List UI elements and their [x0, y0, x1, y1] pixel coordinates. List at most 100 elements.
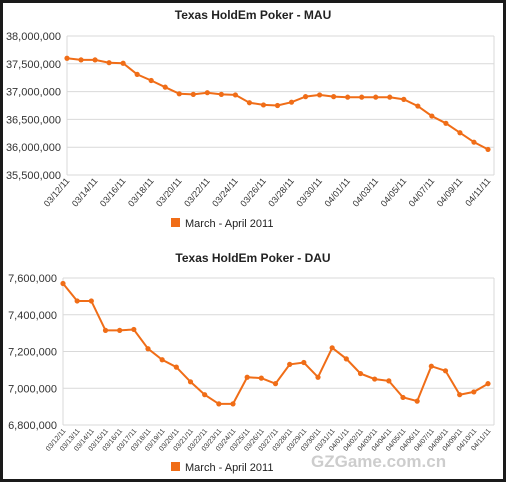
dau-data-point: [102, 327, 109, 333]
mau-x-tick-label: 03/18/11: [126, 176, 156, 209]
dau-data-point: [272, 381, 279, 387]
dau-data-point: [457, 392, 463, 398]
dau-data-point: [258, 375, 264, 381]
dau-y-tick-label: 7,600,000: [8, 273, 57, 285]
dau-data-point: [471, 389, 477, 395]
dau-data-point: [230, 401, 236, 407]
mau-x-tick-label: 03/20/11: [154, 176, 184, 209]
dau-data-point: [343, 356, 349, 362]
mau-x-tick-label: 03/26/11: [238, 176, 268, 209]
mau-x-tick-label: 04/01/11: [322, 176, 352, 209]
mau-x-tick-label: 04/07/11: [407, 176, 437, 209]
dau-y-tick-label: 7,400,000: [8, 310, 57, 322]
dau-data-point: [74, 298, 80, 304]
dau-legend-label: March - April 2011: [185, 462, 273, 474]
mau-x-tick-label: 03/24/11: [210, 176, 240, 209]
mau-data-point: [120, 60, 126, 66]
mau-data-point: [78, 57, 84, 63]
dau-data-point: [400, 394, 406, 401]
mau-y-tick-label: 36,000,000: [6, 142, 61, 154]
mau-y-tick-label: 36,500,000: [6, 114, 61, 126]
dau-data-point: [216, 401, 222, 407]
dau-y-tick-label: 6,800,000: [8, 420, 57, 432]
mau-data-point: [429, 113, 435, 119]
mau-x-tick-label: 03/14/11: [70, 176, 100, 209]
mau-legend-swatch: [171, 218, 180, 227]
dau-data-point: [244, 374, 250, 380]
dau-data-point: [315, 374, 321, 380]
mau-data-point: [204, 90, 210, 96]
mau-x-tick-label: 03/28/11: [266, 176, 296, 209]
dau-data-point: [442, 368, 449, 374]
dau-line-chart: Texas HoldEm Poker - DAU 7,600,000 7,400,…: [8, 251, 495, 474]
mau-data-point: [359, 94, 365, 100]
dau-data-point: [287, 361, 293, 367]
dau-data-point: [329, 345, 335, 351]
mau-data-point: [345, 94, 351, 100]
mau-data-point: [317, 92, 323, 98]
dau-data-point: [173, 364, 179, 370]
dau-data-point: [386, 378, 392, 384]
mau-data-point: [331, 94, 337, 100]
mau-data-point: [443, 120, 449, 126]
mau-data-point: [246, 100, 253, 106]
dau-data-point: [145, 346, 151, 352]
mau-y-tick-label: 38,000,000: [6, 31, 61, 43]
mau-data-point: [288, 99, 295, 105]
mau-data-point: [485, 146, 491, 153]
dau-y-tick-label: 7,200,000: [8, 347, 57, 359]
dau-data-point: [414, 398, 420, 404]
mau-data-point: [401, 96, 407, 102]
mau-chart-title: Texas HoldEm Poker - MAU: [175, 8, 331, 22]
mau-y-tick-label: 37,000,000: [6, 87, 61, 99]
mau-data-point: [162, 84, 168, 90]
mau-data-point: [260, 102, 267, 108]
mau-data-point: [64, 55, 70, 61]
dau-chart-title: Texas HoldEm Poker - DAU: [175, 251, 330, 265]
mau-data-point: [415, 103, 421, 109]
dau-data-point: [428, 363, 434, 369]
mau-data-point: [134, 71, 140, 77]
mau-plot-area: 38,000,000 37,500,000 37,000,000 36,500,000…: [6, 31, 495, 209]
mau-legend: March - April 2011: [171, 218, 273, 230]
dau-y-tick-label: 7,000,000: [8, 383, 57, 395]
mau-x-tick-label: 03/22/11: [182, 176, 212, 209]
dau-data-point: [88, 298, 94, 304]
mau-y-tick-label: 37,500,000: [6, 59, 61, 71]
dau-data-point: [187, 379, 194, 385]
dau-legend-swatch: [171, 462, 180, 471]
mau-line-chart: Texas HoldEm Poker - MAU 38,000,000 37,50…: [6, 8, 495, 230]
dau-data-point: [202, 392, 208, 398]
dau-data-point: [485, 381, 491, 387]
mau-data-point: [218, 91, 224, 97]
mau-data-point: [387, 94, 393, 100]
mau-data-point: [176, 91, 182, 97]
dau-data-point: [372, 376, 378, 382]
charts-panel: Texas HoldEm Poker - MAU 38,000,000 37,50…: [3, 3, 503, 479]
mau-data-point: [457, 130, 463, 136]
mau-data-point: [274, 102, 281, 109]
dau-data-point: [117, 327, 123, 333]
dau-data-point: [301, 359, 307, 366]
mau-x-tick-label: 04/05/11: [379, 176, 409, 209]
mau-data-point: [232, 92, 238, 98]
mau-x-tick-label: 04/09/11: [435, 176, 465, 209]
mau-data-point: [373, 94, 379, 100]
mau-x-tick-label: 04/03/11: [351, 176, 381, 209]
mau-data-point: [148, 77, 154, 84]
mau-legend-label: March - April 2011: [185, 218, 273, 230]
mau-x-tick-label: 03/16/11: [98, 176, 128, 209]
mau-y-tick-label: 35,500,000: [6, 170, 61, 182]
dau-data-point: [60, 280, 66, 287]
dau-data-point: [357, 370, 364, 377]
mau-data-point: [92, 57, 98, 63]
mau-data-point: [471, 139, 477, 145]
dau-plot-area: 7,600,000 7,400,000 7,200,000 7,000,000 6,80…: [8, 273, 495, 453]
mau-data-point: [106, 60, 112, 66]
mau-data-point: [190, 91, 196, 97]
dau-legend: March - April 2011: [171, 462, 273, 474]
mau-data-point: [302, 94, 309, 100]
dau-data-point: [159, 357, 165, 363]
dau-data-point: [131, 326, 137, 333]
mau-x-tick-label: 04/11/11: [463, 176, 492, 208]
